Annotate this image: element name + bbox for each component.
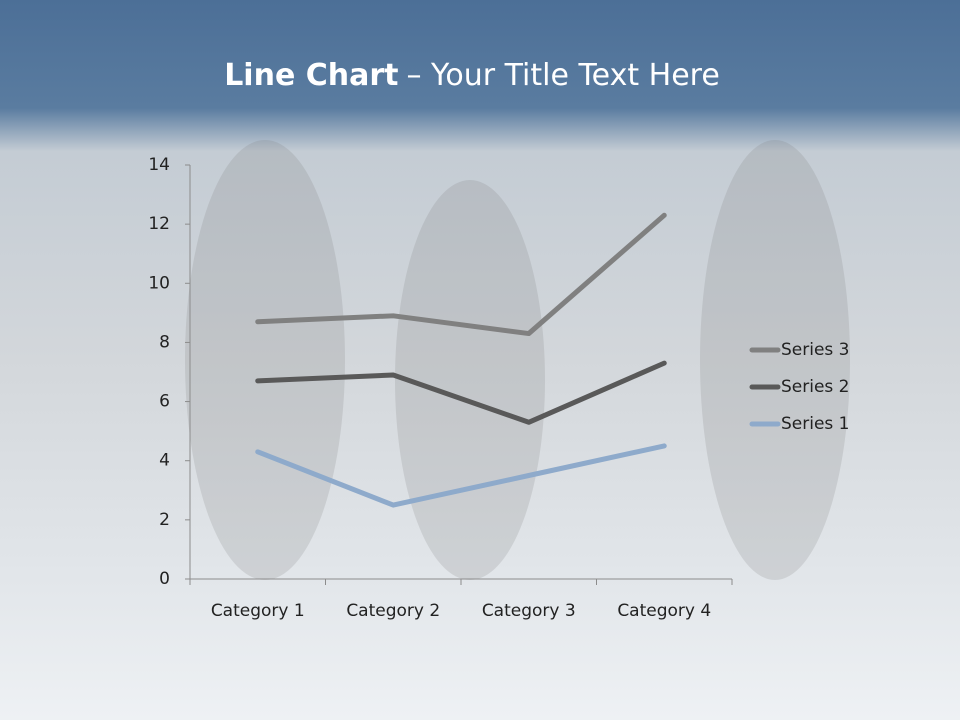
title-main: Line Chart <box>224 58 398 93</box>
legend-label: Series 2 <box>781 377 850 397</box>
slide-title: Line Chart – Your Title Text Here <box>224 58 720 93</box>
chart: 0 2 4 6 8 10 12 14 Category 1 Category 2 Category … <box>148 155 849 621</box>
y-tick-label: 4 <box>159 451 170 471</box>
x-tick-label: Category 3 <box>482 601 576 621</box>
y-tick-label: 8 <box>159 332 170 352</box>
x-tick-label: Category 2 <box>346 601 440 621</box>
series-line <box>255 212 667 337</box>
y-tick-label: 12 <box>148 214 170 234</box>
x-tick-label: Category 4 <box>617 601 711 621</box>
y-tick-label: 0 <box>159 569 170 589</box>
y-tick-label: 14 <box>148 155 170 175</box>
y-tick-label: 6 <box>159 392 170 412</box>
y-tick-label: 10 <box>148 273 170 293</box>
title-sub: – Your Title Text Here <box>407 58 720 93</box>
legend-label: Series 3 <box>781 340 850 360</box>
series-line <box>255 360 667 425</box>
series-line <box>255 443 667 508</box>
legend-label: Series 1 <box>781 414 850 434</box>
y-tick-label: 2 <box>159 510 170 530</box>
x-tick-label: Category 1 <box>211 601 305 621</box>
